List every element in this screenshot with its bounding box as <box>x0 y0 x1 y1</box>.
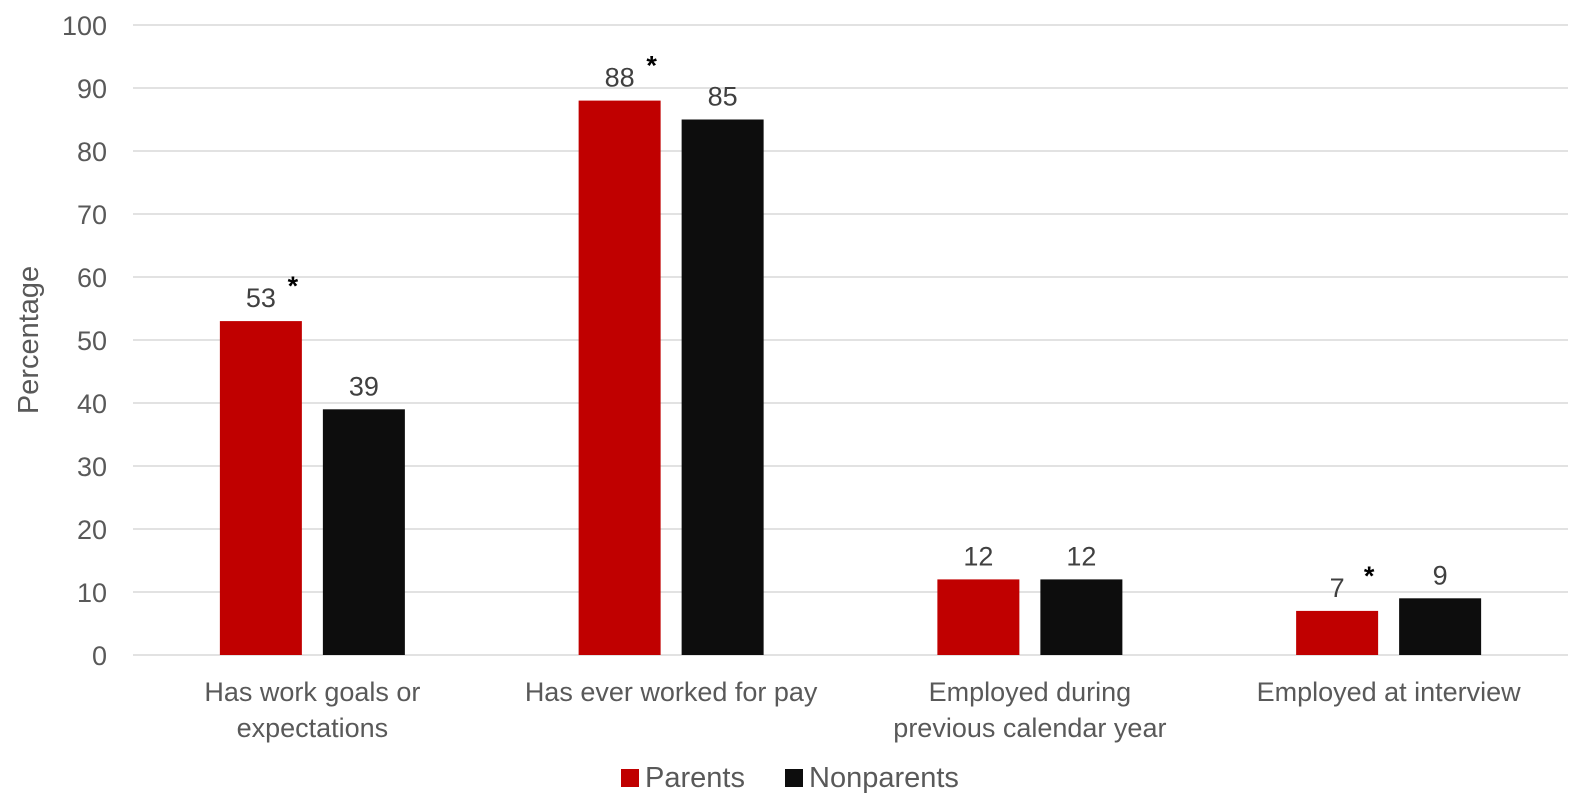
category-labels: Has work goals or expectations Has ever wo… <box>204 677 1521 743</box>
category-label: previous calendar year <box>893 713 1166 743</box>
y-tick-label: 10 <box>77 578 107 608</box>
y-tick-label: 50 <box>77 326 107 356</box>
data-label: 39 <box>349 371 379 401</box>
data-label: 7 <box>1330 573 1345 603</box>
bar-parents-0 <box>219 321 302 655</box>
data-label: 12 <box>1066 541 1096 571</box>
bar-parents-3 <box>1296 610 1379 655</box>
data-label: 53 <box>246 283 276 313</box>
bars <box>219 100 1482 656</box>
bar-nonparents-1 <box>681 119 764 655</box>
data-label: 85 <box>708 82 738 112</box>
y-tick-label: 60 <box>77 263 107 293</box>
significance-marker: * <box>1364 561 1375 591</box>
y-tick-label: 20 <box>77 515 107 545</box>
y-tick-label: 90 <box>77 74 107 104</box>
category-label: Has ever worked for pay <box>525 677 818 707</box>
y-tick-label: 70 <box>77 200 107 230</box>
y-tick-label: 0 <box>92 641 107 671</box>
y-tick-label: 80 <box>77 137 107 167</box>
data-labels: 53 * 39 88 * 85 12 12 7 * 9 <box>246 51 1448 603</box>
significance-marker: * <box>288 271 299 301</box>
category-label: expectations <box>237 713 389 743</box>
bar-nonparents-3 <box>1399 598 1482 655</box>
significance-marker: * <box>646 51 657 81</box>
category-label: Employed at interview <box>1257 677 1522 707</box>
y-tick-label: 40 <box>77 389 107 419</box>
category-label: Employed during <box>929 677 1132 707</box>
legend-label-nonparents: Nonparents <box>809 762 959 794</box>
y-axis-label: Percentage <box>13 266 45 414</box>
data-label: 9 <box>1433 560 1448 590</box>
category-label: Has work goals or <box>204 677 420 707</box>
bar-parents-2 <box>937 579 1020 655</box>
data-label: 12 <box>963 541 993 571</box>
y-tick-label: 30 <box>77 452 107 482</box>
bar-nonparents-0 <box>322 409 405 655</box>
y-tick-label: 100 <box>62 11 107 41</box>
legend-label-parents: Parents <box>645 762 745 794</box>
data-label: 88 <box>605 63 635 93</box>
bar-parents-1 <box>578 100 661 656</box>
legend-swatch-nonparents <box>785 769 803 787</box>
legend-swatch-parents <box>621 769 639 787</box>
bar-nonparents-2 <box>1040 579 1123 655</box>
legend: Parents Nonparents <box>621 762 959 794</box>
y-axis-ticks: 0 10 20 30 40 50 60 70 80 90 100 <box>62 11 107 671</box>
